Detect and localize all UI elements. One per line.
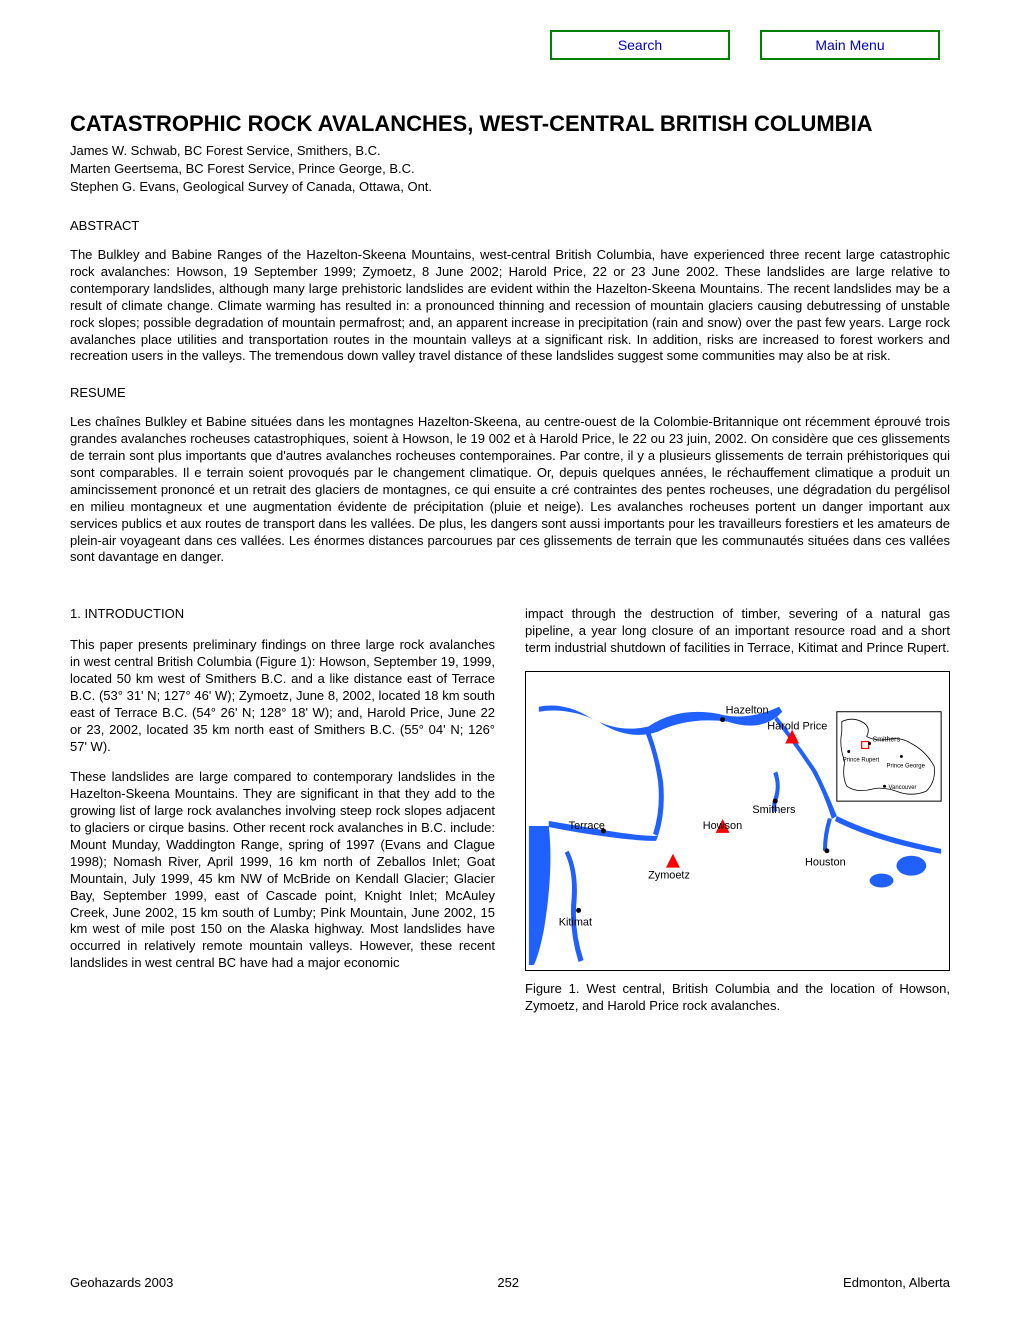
intro-para-2: These landslides are large compared to c… [70, 769, 495, 972]
intro-para-3: impact through the destruction of timber… [525, 606, 950, 657]
author-line: James W. Schwab, BC Forest Service, Smit… [70, 142, 950, 160]
inset-dot-vancouver [883, 785, 886, 788]
label-zymoetz: Zymoetz [648, 870, 690, 882]
inset-label-vancouver: Vancouver [888, 785, 916, 791]
label-kitimat: Kitimat [559, 916, 592, 928]
marker-zymoetz [666, 854, 680, 868]
right-column: impact through the destruction of timber… [525, 606, 950, 1014]
author-line: Stephen G. Evans, Geological Survey of C… [70, 178, 950, 196]
intro-para-1: This paper presents preliminary findings… [70, 637, 495, 755]
label-smithers: Smithers [752, 804, 796, 816]
dot-houston [824, 848, 829, 853]
inset-label-smithers: Smithers [873, 737, 901, 744]
dot-smithers [773, 799, 778, 804]
footer-right: Edmonton, Alberta [843, 1275, 950, 1290]
left-column: 1. INTRODUCTION This paper presents prel… [70, 606, 495, 1014]
abstract-label: ABSTRACT [70, 218, 950, 233]
two-column-section: 1. INTRODUCTION This paper presents prel… [70, 606, 950, 1014]
author-line: Marten Geertsema, BC Forest Service, Pri… [70, 160, 950, 178]
footer-left: Geohazards 2003 [70, 1275, 173, 1290]
inset-dot-smithers [868, 742, 871, 745]
top-nav: Search Main Menu [70, 30, 950, 60]
inset-dot-prince-george [900, 755, 903, 758]
inset-label-prince-rupert: Prince Rupert [843, 757, 880, 763]
inset-label-prince-george: Prince George [887, 763, 926, 769]
map-svg: Hazelton Harold Price Smithers Terrace H… [526, 672, 949, 970]
coast-west [529, 826, 551, 965]
lake-1 [896, 856, 926, 876]
label-houston: Houston [805, 857, 846, 869]
paper-title: CATASTROPHIC ROCK AVALANCHES, WEST-CENTR… [70, 110, 950, 138]
label-hazelton: Hazelton [726, 705, 769, 717]
inset-dot-prince-rupert [847, 750, 850, 753]
dot-kitimat [576, 908, 581, 913]
resume-text: Les chaînes Bulkley et Babine situées da… [70, 414, 950, 566]
resume-label: RESUME [70, 385, 950, 400]
lake-2 [870, 874, 894, 888]
river-houston [823, 818, 832, 851]
label-howson: Howson [703, 820, 742, 832]
figure-1-map: Hazelton Harold Price Smithers Terrace H… [525, 671, 950, 971]
authors-block: James W. Schwab, BC Forest Service, Smit… [70, 142, 950, 197]
footer-center: 252 [497, 1275, 519, 1290]
label-terrace: Terrace [569, 820, 605, 832]
river-kitimat [565, 851, 584, 962]
figure-1-caption: Figure 1. West central, British Columbia… [525, 981, 950, 1015]
intro-heading: 1. INTRODUCTION [70, 606, 495, 623]
river-east [835, 816, 941, 854]
main-menu-button[interactable]: Main Menu [760, 30, 940, 60]
label-harold-price: Harold Price [767, 721, 827, 733]
dot-hazelton [720, 717, 725, 722]
river-mid [644, 727, 664, 836]
page-footer: Geohazards 2003 252 Edmonton, Alberta [70, 1275, 950, 1290]
abstract-text: The Bulkley and Babine Ranges of the Haz… [70, 247, 950, 365]
search-button[interactable]: Search [550, 30, 730, 60]
